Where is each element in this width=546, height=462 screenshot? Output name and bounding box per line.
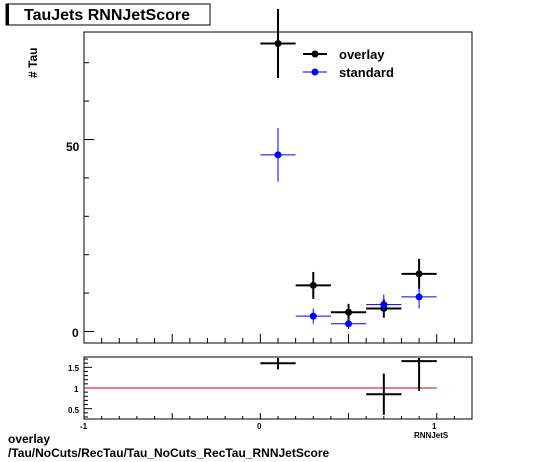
overlay-point-0 [274,40,282,48]
caption-line-2: /Tau/NoCuts/RecTau/Tau_NoCuts_RecTau_RNN… [8,446,330,460]
legend-overlay-marker [311,50,319,58]
x-tick-label-minus1: -1 [80,422,88,431]
ratio-tick-label-1.5: 1.5 [68,364,80,373]
y-tick-label-0: 0 [72,326,79,340]
x-axis-label: RNNJetS [414,431,449,440]
main-plot-frame [83,31,473,344]
x-tick-label-0: 0 [257,422,262,431]
x-tick-label-1: 1 [432,422,437,431]
y-tick-label-50: 50 [66,140,80,154]
legend-standard-marker [311,68,319,76]
overlay-point-1 [309,281,317,289]
legend: overlay standard [303,47,394,80]
overlay-point-2 [345,308,353,316]
standard-point-3 [380,301,388,309]
standard-point-2 [345,320,353,328]
legend-overlay-label: overlay [339,47,385,62]
standard-point-4 [415,293,423,301]
legend-standard-label: standard [339,65,394,80]
caption-line-1: overlay [8,432,51,446]
standard-point-0 [274,151,282,159]
ratio-tick-label-1: 1 [74,385,79,394]
data-marks [84,8,437,415]
y-axis-label: # Tau [26,48,40,78]
chart-title: TauJets RNNJetScore [24,7,190,24]
standard-point-1 [309,312,317,320]
ratio-tick-label-0.5: 0.5 [68,406,80,415]
overlay-point-4 [415,270,423,278]
axis-ticks [83,62,473,419]
chart-title-box: TauJets RNNJetScore [5,3,211,26]
